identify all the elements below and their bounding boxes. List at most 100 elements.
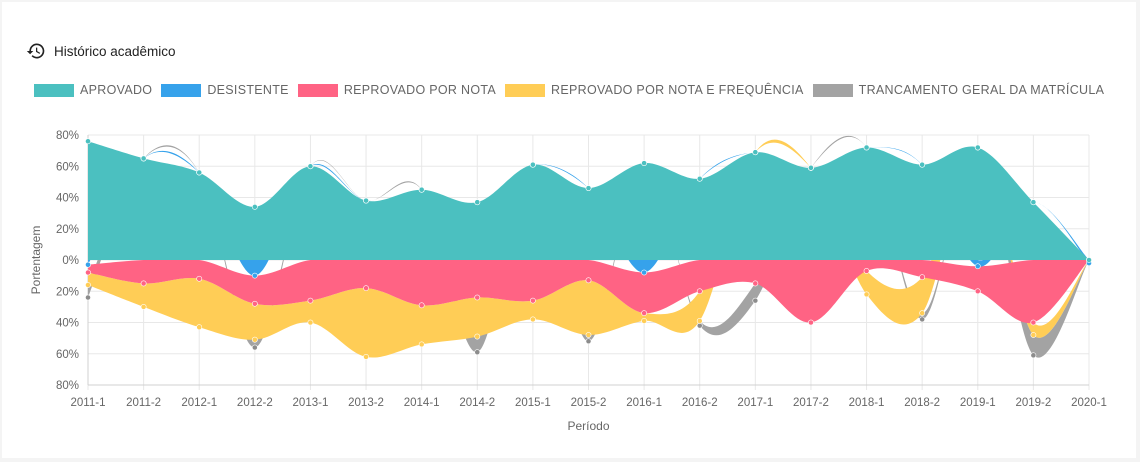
y-axis-title: Portentagem [29, 226, 43, 295]
data-point-series-4 [585, 338, 592, 345]
data-point-series-2 [251, 300, 258, 307]
x-tick-label: 2015-2 [571, 397, 607, 409]
legend-label: DESISTENTE [207, 83, 289, 97]
data-point-series-4 [251, 344, 258, 351]
history-icon [26, 43, 45, 59]
data-point-series-3 [418, 341, 425, 348]
data-point-series-4 [919, 316, 926, 323]
legend-item-1[interactable]: DESISTENTE [161, 83, 289, 97]
data-point-series-2 [474, 294, 481, 301]
data-point-series-2 [919, 274, 926, 281]
data-point-series-3 [1030, 332, 1037, 338]
y-tick-label: 60% [56, 349, 79, 361]
legend-item-0[interactable]: APROVADO [34, 83, 152, 97]
data-point-series-0 [808, 164, 814, 171]
x-tick-label: 2018-1 [849, 397, 885, 409]
data-point-series-0 [752, 149, 759, 156]
data-point-series-0 [85, 138, 91, 145]
data-point-series-2 [641, 310, 648, 317]
data-point-series-3 [363, 353, 369, 360]
data-point-series-4 [474, 349, 481, 356]
legend-swatch [161, 83, 202, 97]
y-tick-label: 0% [62, 255, 79, 267]
y-tick-label: 80% [56, 130, 79, 142]
data-point-series-0 [585, 185, 592, 192]
data-point-series-0 [1086, 257, 1092, 263]
x-tick-label: 2017-2 [793, 397, 829, 409]
data-point-series-2 [974, 288, 981, 295]
data-point-series-3 [585, 332, 592, 338]
data-point-series-3 [919, 310, 926, 317]
data-point-series-0 [529, 161, 536, 168]
data-point-series-3 [196, 324, 203, 331]
data-point-series-2 [196, 275, 203, 282]
data-point-series-4 [85, 294, 91, 301]
data-point-series-0 [363, 197, 369, 204]
data-point-series-0 [196, 169, 203, 176]
data-point-series-0 [863, 144, 870, 151]
chart-header: Histórico acadêmico [26, 40, 176, 62]
data-point-series-1 [974, 263, 981, 270]
x-tick-label: 2017-1 [737, 397, 773, 409]
data-point-series-1 [85, 261, 91, 268]
data-point-series-1 [641, 269, 648, 276]
area-series-2 [88, 258, 1089, 324]
data-point-series-0 [641, 160, 648, 167]
chart-title: Histórico acadêmico [54, 43, 176, 59]
x-tick-label: 2016-2 [682, 397, 718, 409]
x-tick-label: 2013-1 [293, 397, 329, 409]
legend-swatch [812, 83, 853, 97]
data-point-series-2 [529, 297, 536, 304]
x-tick-label: 2014-2 [459, 397, 495, 409]
data-point-series-3 [85, 282, 91, 288]
legend-item-2[interactable]: REPROVADO POR NOTA [297, 83, 497, 97]
data-point-series-2 [808, 319, 814, 326]
data-point-series-2 [1030, 319, 1037, 326]
legend-swatch [505, 83, 546, 97]
x-tick-label: 2013-2 [348, 397, 384, 409]
x-tick-label: 2015-1 [515, 397, 551, 409]
x-tick-label: 2019-2 [1015, 397, 1051, 409]
data-point-series-3 [641, 318, 648, 324]
data-point-series-2 [418, 302, 425, 309]
data-point-series-0 [307, 163, 314, 170]
x-axis-title: Período [567, 419, 609, 433]
data-point-series-0 [418, 186, 425, 193]
x-tick-label: 2011-2 [126, 397, 161, 409]
x-tick-label: 2020-1 [1071, 397, 1107, 409]
data-point-series-1 [251, 272, 258, 279]
data-point-series-2 [85, 269, 91, 276]
legend-label: REPROVADO POR NOTA [343, 83, 497, 97]
data-point-series-3 [474, 333, 481, 340]
chart-legend: APROVADO DESISTENTE REPROVADO POR NOTA REPR… [34, 83, 1113, 97]
legend-item-3[interactable]: REPROVADO POR NOTA E FREQUÊNCIA [505, 83, 804, 97]
y-tick-label: 60% [56, 161, 79, 173]
data-point-series-2 [585, 277, 592, 284]
data-point-series-3 [307, 319, 314, 326]
x-tick-label: 2019-1 [960, 397, 996, 409]
data-point-series-0 [251, 203, 258, 210]
legend-item-4[interactable]: TRANCAMENTO GERAL DA MATRÍCULA [812, 83, 1105, 97]
data-point-series-0 [140, 155, 147, 162]
data-point-series-3 [140, 303, 147, 310]
y-tick-label: 80% [56, 380, 79, 392]
legend-label: REPROVADO POR NOTA E FREQUÊNCIA [551, 83, 804, 97]
data-point-series-4 [1030, 352, 1037, 359]
data-point-series-3 [529, 316, 536, 323]
data-point-series-3 [696, 318, 703, 324]
area-series-3 [88, 139, 1089, 358]
legend-label: APROVADO [80, 83, 153, 97]
y-tick-label: 20% [56, 286, 79, 298]
x-tick-label: 2018-2 [904, 397, 940, 409]
data-point-series-0 [974, 144, 981, 151]
y-tick-label: 40% [56, 193, 79, 205]
data-point-series-0 [1030, 199, 1037, 206]
data-point-series-2 [363, 285, 369, 292]
data-point-series-4 [752, 297, 759, 304]
area-series-0 [88, 141, 1089, 260]
data-point-series-0 [474, 199, 481, 206]
legend-label: TRANCAMENTO GERAL DA MATRÍCULA [858, 83, 1105, 97]
data-point-series-2 [863, 268, 870, 274]
